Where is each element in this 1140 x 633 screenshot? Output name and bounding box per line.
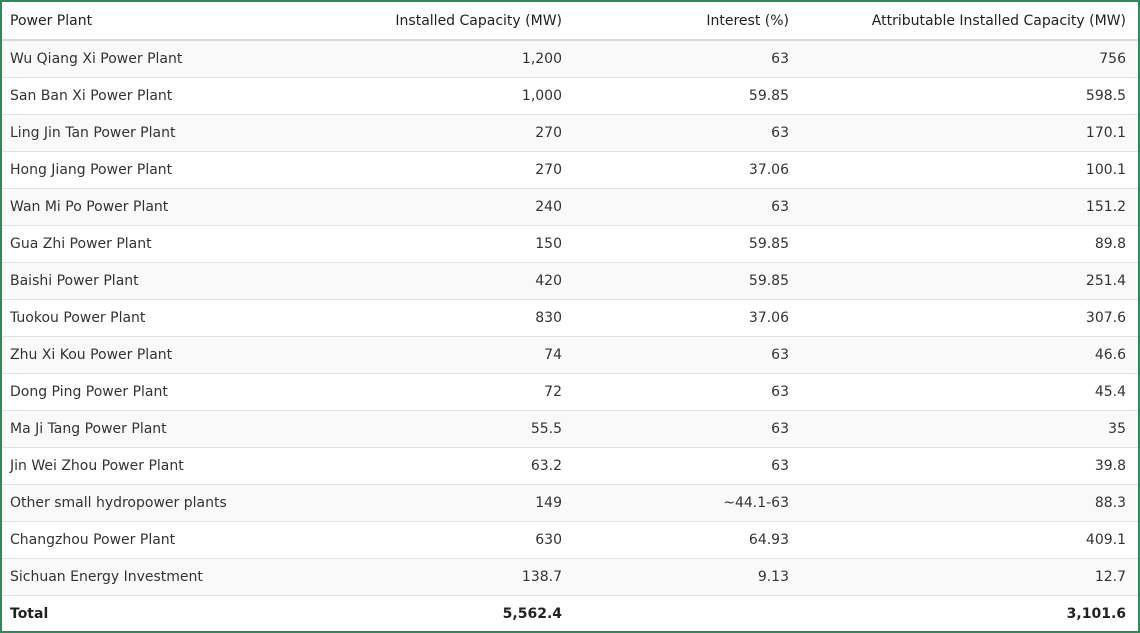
table-row: Dong Ping Power Plant 72 63 45.4	[2, 373, 1138, 411]
cell-interest: 63	[574, 410, 801, 448]
table-footer: Total 5,562.4 3,101.6	[2, 595, 1138, 631]
cell-interest: ~44.1-63	[574, 484, 801, 522]
cell-installed-capacity: 72	[302, 373, 574, 411]
cell-power-plant: Wan Mi Po Power Plant	[2, 188, 302, 226]
total-interest	[574, 595, 801, 631]
cell-installed-capacity: 1,000	[302, 77, 574, 115]
cell-power-plant: Other small hydropower plants	[2, 484, 302, 522]
cell-attributable-capacity: 88.3	[801, 484, 1138, 522]
cell-power-plant: Dong Ping Power Plant	[2, 373, 302, 411]
cell-installed-capacity: 138.7	[302, 558, 574, 596]
cell-installed-capacity: 420	[302, 262, 574, 300]
cell-attributable-capacity: 35	[801, 410, 1138, 448]
cell-interest: 37.06	[574, 299, 801, 337]
cell-attributable-capacity: 307.6	[801, 299, 1138, 337]
cell-power-plant: Tuokou Power Plant	[2, 299, 302, 337]
table-row: Ma Ji Tang Power Plant 55.5 63 35	[2, 410, 1138, 448]
cell-installed-capacity: 74	[302, 336, 574, 374]
cell-installed-capacity: 270	[302, 114, 574, 152]
table-header: Power Plant Installed Capacity (MW) Inte…	[2, 2, 1138, 41]
cell-power-plant: San Ban Xi Power Plant	[2, 77, 302, 115]
cell-interest: 9.13	[574, 558, 801, 596]
cell-installed-capacity: 1,200	[302, 40, 574, 78]
cell-power-plant: Ma Ji Tang Power Plant	[2, 410, 302, 448]
cell-power-plant: Ling Jin Tan Power Plant	[2, 114, 302, 152]
cell-attributable-capacity: 12.7	[801, 558, 1138, 596]
table-row: Gua Zhi Power Plant 150 59.85 89.8	[2, 225, 1138, 263]
cell-power-plant: Sichuan Energy Investment	[2, 558, 302, 596]
cell-power-plant: Baishi Power Plant	[2, 262, 302, 300]
cell-attributable-capacity: 251.4	[801, 262, 1138, 300]
cell-installed-capacity: 240	[302, 188, 574, 226]
header-attributable-capacity: Attributable Installed Capacity (MW)	[801, 2, 1138, 41]
cell-interest: 63	[574, 447, 801, 485]
cell-power-plant: Jin Wei Zhou Power Plant	[2, 447, 302, 485]
cell-installed-capacity: 270	[302, 151, 574, 189]
header-installed-capacity: Installed Capacity (MW)	[302, 2, 574, 41]
total-capacity: 5,562.4	[302, 595, 574, 631]
cell-interest: 63	[574, 188, 801, 226]
header-row: Power Plant Installed Capacity (MW) Inte…	[2, 2, 1138, 41]
table-row: Ling Jin Tan Power Plant 270 63 170.1	[2, 114, 1138, 152]
cell-attributable-capacity: 598.5	[801, 77, 1138, 115]
table-row: Tuokou Power Plant 830 37.06 307.6	[2, 299, 1138, 337]
cell-attributable-capacity: 46.6	[801, 336, 1138, 374]
table-row: Sichuan Energy Investment 138.7 9.13 12.7	[2, 558, 1138, 596]
table-row: Jin Wei Zhou Power Plant 63.2 63 39.8	[2, 447, 1138, 485]
cell-attributable-capacity: 89.8	[801, 225, 1138, 263]
table-row: Other small hydropower plants 149 ~44.1-63…	[2, 484, 1138, 522]
cell-installed-capacity: 55.5	[302, 410, 574, 448]
cell-installed-capacity: 63.2	[302, 447, 574, 485]
cell-attributable-capacity: 45.4	[801, 373, 1138, 411]
cell-interest: 63	[574, 114, 801, 152]
cell-power-plant: Hong Jiang Power Plant	[2, 151, 302, 189]
cell-installed-capacity: 830	[302, 299, 574, 337]
cell-installed-capacity: 150	[302, 225, 574, 263]
cell-attributable-capacity: 151.2	[801, 188, 1138, 226]
cell-power-plant: Zhu Xi Kou Power Plant	[2, 336, 302, 374]
cell-attributable-capacity: 39.8	[801, 447, 1138, 485]
total-row: Total 5,562.4 3,101.6	[2, 595, 1138, 631]
cell-interest: 63	[574, 40, 801, 78]
table-row: Wan Mi Po Power Plant 240 63 151.2	[2, 188, 1138, 226]
cell-attributable-capacity: 100.1	[801, 151, 1138, 189]
cell-interest: 59.85	[574, 262, 801, 300]
table-row: Wu Qiang Xi Power Plant 1,200 63 756	[2, 40, 1138, 78]
cell-interest: 59.85	[574, 77, 801, 115]
header-interest: Interest (%)	[574, 2, 801, 41]
table-row: San Ban Xi Power Plant 1,000 59.85 598.5	[2, 77, 1138, 115]
table-row: Zhu Xi Kou Power Plant 74 63 46.6	[2, 336, 1138, 374]
cell-interest: 63	[574, 373, 801, 411]
table-row: Changzhou Power Plant 630 64.93 409.1	[2, 521, 1138, 559]
cell-power-plant: Changzhou Power Plant	[2, 521, 302, 559]
table-row: Baishi Power Plant 420 59.85 251.4	[2, 262, 1138, 300]
header-power-plant: Power Plant	[2, 2, 302, 41]
cell-attributable-capacity: 170.1	[801, 114, 1138, 152]
cell-power-plant: Gua Zhi Power Plant	[2, 225, 302, 263]
table-body: Wu Qiang Xi Power Plant 1,200 63 756 San Ban…	[2, 40, 1138, 596]
cell-installed-capacity: 149	[302, 484, 574, 522]
total-label: Total	[2, 595, 302, 631]
table-row: Hong Jiang Power Plant 270 37.06 100.1	[2, 151, 1138, 189]
total-attributable: 3,101.6	[801, 595, 1138, 631]
cell-attributable-capacity: 756	[801, 40, 1138, 78]
cell-power-plant: Wu Qiang Xi Power Plant	[2, 40, 302, 78]
cell-interest: 37.06	[574, 151, 801, 189]
cell-installed-capacity: 630	[302, 521, 574, 559]
cell-interest: 64.93	[574, 521, 801, 559]
cell-interest: 59.85	[574, 225, 801, 263]
cell-attributable-capacity: 409.1	[801, 521, 1138, 559]
cell-interest: 63	[574, 336, 801, 374]
